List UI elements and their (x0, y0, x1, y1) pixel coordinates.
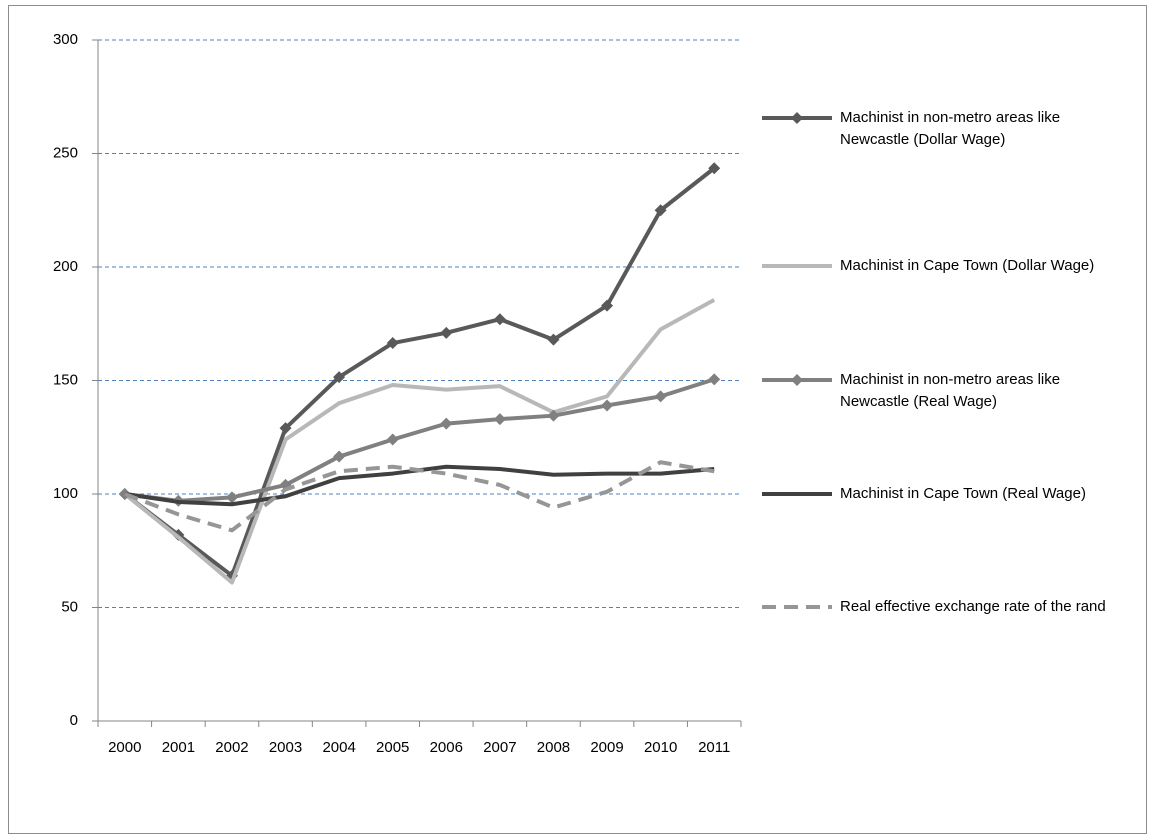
y-tick-label: 150 (53, 371, 78, 388)
x-tick-label: 2007 (483, 739, 516, 756)
x-tick-label: 2011 (698, 739, 730, 756)
legend-label: Machinist in non-metro areas like Newcas… (840, 109, 1061, 148)
x-tick-label: 2001 (162, 739, 195, 756)
y-tick-label: 0 (70, 712, 78, 729)
marker (440, 326, 453, 339)
marker (708, 162, 721, 175)
marker (440, 417, 453, 430)
marker (333, 450, 346, 463)
y-tick-label: 300 (53, 31, 78, 48)
x-tick-label: 2009 (590, 739, 623, 756)
line-series (124, 460, 715, 533)
x-tick-label: 2006 (430, 739, 463, 756)
marker (654, 390, 667, 403)
marker (547, 333, 560, 346)
marker (708, 373, 721, 386)
line-series (123, 166, 716, 578)
x-tick-label: 2004 (322, 739, 355, 756)
line-series (123, 298, 716, 585)
legend-marker (791, 112, 803, 124)
x-tick-label: 2010 (644, 739, 677, 756)
marker (493, 313, 506, 326)
legend-marker (791, 374, 803, 386)
legend-label: Real effective exchange rate of the rand (840, 598, 1106, 615)
chart-border (8, 5, 1147, 834)
x-tick-label: 2005 (376, 739, 409, 756)
x-tick-label: 2000 (108, 739, 141, 756)
legend-label: Machinist in Cape Town (Real Wage) (840, 485, 1086, 502)
marker (654, 204, 667, 217)
x-tick-label: 2003 (269, 739, 302, 756)
marker (386, 337, 399, 350)
x-tick-label: 2008 (537, 739, 570, 756)
marker (225, 491, 238, 504)
marker (386, 433, 399, 446)
marker (279, 422, 292, 435)
legend-label: Machinist in non-metro areas like Newcas… (840, 371, 1061, 410)
marker (601, 299, 614, 312)
line-series (124, 377, 715, 503)
marker (493, 413, 506, 426)
y-tick-label: 50 (61, 598, 78, 615)
x-tick-label: 2002 (215, 739, 248, 756)
marker (601, 399, 614, 412)
y-tick-label: 100 (53, 485, 78, 502)
legend-label: Machinist in Cape Town (Dollar Wage) (840, 257, 1095, 274)
y-tick-label: 250 (53, 144, 78, 161)
y-tick-label: 200 (53, 258, 78, 275)
marker (547, 409, 560, 422)
marker (333, 371, 346, 384)
